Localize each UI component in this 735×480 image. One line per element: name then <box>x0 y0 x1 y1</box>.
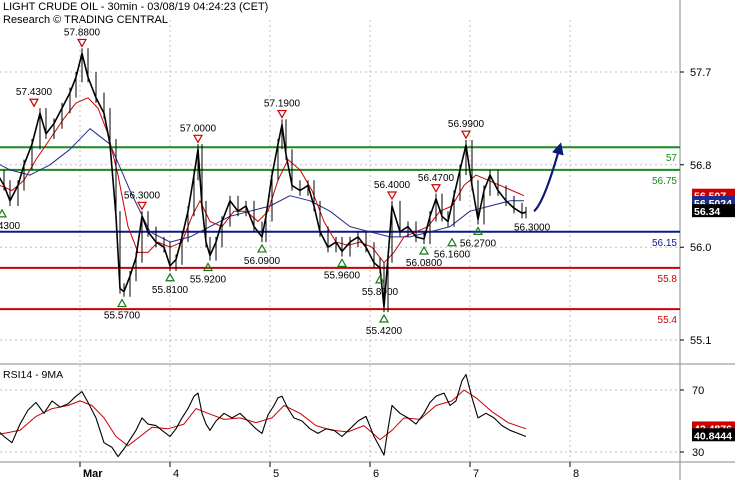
trough-label: 56.0800 <box>406 258 443 269</box>
y-tick-label: 56.0 <box>690 242 711 254</box>
trough-marker <box>374 274 386 284</box>
x-tick-label: 6 <box>373 468 379 480</box>
trough-label: 56.4300 <box>0 221 21 232</box>
peak-marker <box>276 109 288 119</box>
level-label: 56.15 <box>652 238 677 249</box>
x-tick-label: 4 <box>173 468 179 480</box>
peak-marker <box>136 201 148 211</box>
trough-label: 55.4200 <box>366 326 403 337</box>
peak-marker <box>192 134 204 144</box>
peak-marker <box>76 38 88 48</box>
ma-slow-line <box>0 128 524 243</box>
trough-label: 55.5700 <box>104 311 141 322</box>
peak-marker <box>386 191 398 201</box>
trough-marker <box>378 313 390 323</box>
peak-label: 56.4700 <box>418 173 455 184</box>
chart-source: Research © TRADING CENTRAL <box>3 14 168 26</box>
peak-marker <box>28 98 40 108</box>
level-label: 57 <box>666 153 678 164</box>
main-plot <box>0 48 527 313</box>
x-tick-label: 7 <box>473 468 479 480</box>
trough-label: 56.2700 <box>460 238 497 249</box>
rsi-line <box>0 373 527 458</box>
trough-marker <box>202 262 214 272</box>
trough-label: 55.8100 <box>152 285 189 296</box>
value-label: 56.3000 <box>514 222 551 233</box>
trough-label: 55.9600 <box>324 270 361 281</box>
y-tick-label: 55.1 <box>690 335 711 347</box>
peak-label: 57.0000 <box>180 123 217 134</box>
peak-label: 56.3000 <box>124 190 161 201</box>
trough-marker <box>336 258 348 267</box>
x-tick-label: Mar <box>83 468 103 480</box>
peak-label: 57.8800 <box>64 27 101 38</box>
y-tick-label: 56.8 <box>690 160 711 172</box>
trough-marker <box>0 208 8 218</box>
trough-marker <box>446 237 458 247</box>
level-label: 55.8 <box>658 274 678 285</box>
rsi-y-tick-label: 30 <box>692 447 704 459</box>
forecast-arrow-shaft <box>533 145 562 213</box>
trough-marker <box>472 226 484 235</box>
peak-label: 56.9900 <box>448 119 485 130</box>
trough-marker <box>256 243 268 253</box>
level-label: 55.4 <box>658 315 678 326</box>
y-tick-label: 57.7 <box>690 67 711 79</box>
trough-label: 55.8000 <box>362 287 399 298</box>
forecast-arrow-head <box>552 142 564 156</box>
x-tick-label: 5 <box>273 468 279 480</box>
level-label: 56.75 <box>652 176 677 187</box>
x-tick-label: 8 <box>573 468 579 480</box>
trough-label: 56.0900 <box>244 256 281 267</box>
rsi-value-tag-box <box>692 428 735 442</box>
peak-marker <box>460 130 472 140</box>
trough-label: 56.1600 <box>434 250 471 261</box>
rsi-value-tag: 40.8444 <box>694 430 732 442</box>
price-value-tag: 56.34 <box>694 206 720 218</box>
rsi-title: RSI14 - 9MA <box>3 369 63 381</box>
trough-label: 55.9200 <box>190 274 227 285</box>
price-line <box>0 52 527 308</box>
chart-title: LIGHT CRUDE OIL - 30min - 03/08/19 04:24… <box>3 1 269 13</box>
price-value-tag-box <box>692 204 735 218</box>
rsi-plot <box>0 373 527 458</box>
peak-label: 57.1900 <box>264 99 301 110</box>
peak-label: 57.4300 <box>16 87 53 98</box>
rsi-y-tick-label: 70 <box>692 385 704 397</box>
trough-marker <box>164 272 176 282</box>
trough-marker <box>418 245 430 255</box>
peak-marker <box>430 184 442 193</box>
trough-marker <box>116 298 128 308</box>
peak-label: 56.4000 <box>374 180 411 191</box>
